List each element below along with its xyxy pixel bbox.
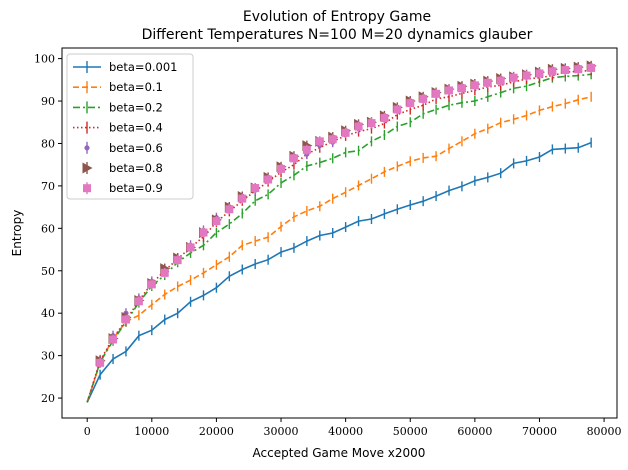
series-6-point-29 — [457, 84, 466, 93]
x-tick-label-4: 40000 — [328, 425, 363, 438]
series-6-point-33 — [509, 73, 518, 82]
plot-area — [86, 60, 597, 403]
series-6-point-21 — [354, 122, 363, 131]
legend: beta=0.001 beta=0.1 beta=0.2 beta=0.4 beta=0… — [66, 53, 194, 200]
plot-frame — [61, 47, 618, 419]
y-tick-label-3: 50 — [41, 265, 55, 278]
chart-subtitle: Different Temperatures N=100 M=20 dynami… — [142, 27, 533, 43]
series-6 — [96, 62, 596, 368]
series-6-point-39 — [587, 63, 596, 72]
x-tick-label-7: 70000 — [522, 425, 557, 438]
series-6-point-13 — [251, 184, 260, 193]
y-tick-label-2: 40 — [41, 307, 55, 320]
series-line-0 — [86, 141, 592, 403]
legend-marker-6 — [83, 184, 91, 193]
x-tick-label-6: 60000 — [457, 425, 492, 438]
series-line-1 — [86, 96, 592, 403]
x-tick-label-1: 10000 — [134, 425, 169, 438]
series-6-point-7 — [173, 256, 182, 265]
x-tick-label-0: 0 — [84, 425, 91, 438]
series-6-point-25 — [406, 99, 415, 108]
series-6-point-38 — [574, 65, 583, 74]
series-6-point-28 — [445, 86, 454, 95]
y-axis-label: Entropy — [10, 210, 24, 257]
series-6-point-24 — [393, 105, 402, 114]
x-tick-label-8: 80000 — [587, 425, 622, 438]
series-6-point-30 — [470, 81, 479, 90]
x-axis-label: Accepted Game Move x2000 — [253, 446, 426, 460]
series-6-point-20 — [341, 128, 350, 137]
series-6-point-31 — [483, 78, 492, 87]
legend-label-1: beta=0.1 — [109, 80, 163, 94]
series-6-point-22 — [367, 119, 376, 128]
series-6-point-12 — [238, 194, 247, 203]
series-6-point-17 — [302, 145, 311, 154]
series-6-point-27 — [432, 89, 441, 98]
legend-label-3: beta=0.4 — [109, 121, 163, 135]
axis-ticks: 0 10000 20000 30000 40000 50000 60000 70000 8000… — [34, 53, 622, 438]
series-6-point-9 — [199, 228, 208, 237]
series-6-point-36 — [548, 67, 557, 76]
x-tick-label-5: 50000 — [393, 425, 428, 438]
series-6-point-26 — [419, 94, 428, 103]
series-6-point-10 — [212, 217, 221, 226]
series-6-point-5 — [147, 280, 156, 289]
series-6-point-34 — [522, 71, 531, 80]
series-6-point-8 — [186, 243, 195, 252]
y-tick-label-1: 30 — [41, 350, 55, 363]
series-6-point-16 — [289, 154, 298, 163]
legend-label-5: beta=0.8 — [109, 161, 163, 175]
series-6-point-37 — [561, 66, 570, 75]
series-6-point-35 — [535, 69, 544, 78]
series-6-point-15 — [277, 164, 286, 173]
legend-marker-5 — [82, 162, 93, 174]
y-tick-label-5: 70 — [41, 180, 55, 193]
y-tick-label-8: 100 — [34, 53, 55, 66]
legend-box — [66, 53, 194, 200]
legend-label-6: beta=0.9 — [109, 181, 163, 195]
series-6-point-1 — [96, 358, 105, 367]
x-tick-label-2: 20000 — [199, 425, 234, 438]
series-6-point-32 — [496, 76, 505, 85]
series-6-point-2 — [109, 335, 118, 344]
y-tick-label-6: 80 — [41, 137, 55, 150]
series-6-point-23 — [380, 114, 389, 123]
series-6-point-11 — [225, 205, 234, 214]
series-6-point-19 — [328, 135, 337, 144]
series-line-2 — [86, 73, 592, 403]
legend-label-2: beta=0.2 — [109, 100, 163, 114]
legend-marker-4 — [84, 145, 90, 151]
series-6-point-4 — [134, 297, 143, 306]
series-6-point-6 — [160, 268, 169, 277]
y-tick-label-0: 20 — [41, 392, 55, 405]
series-6-point-14 — [264, 175, 273, 184]
series-6-point-18 — [315, 137, 324, 146]
legend-label-0: beta=0.001 — [109, 60, 178, 74]
x-tick-label-3: 30000 — [264, 425, 299, 438]
series-6-point-3 — [121, 315, 130, 324]
legend-label-4: beta=0.6 — [109, 141, 163, 155]
series-0 — [86, 137, 592, 403]
y-tick-label-4: 60 — [41, 222, 55, 235]
chart-title: Evolution of Entropy Game — [243, 9, 431, 25]
y-tick-label-7: 90 — [41, 95, 55, 108]
series-line-3 — [86, 69, 592, 403]
